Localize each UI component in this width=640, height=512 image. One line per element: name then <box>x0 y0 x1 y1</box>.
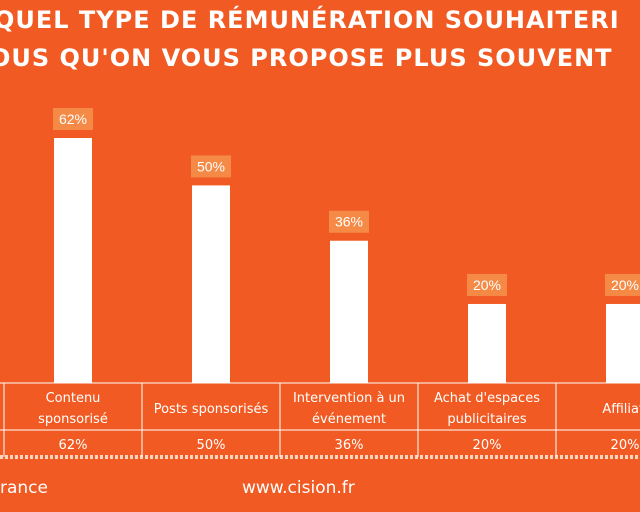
x-tick-label-1-line-1: Contenu <box>46 391 101 406</box>
bar-2 <box>192 185 230 383</box>
data-label-4: 20% <box>473 277 501 293</box>
x-tick-label-3-line-2: événement <box>312 412 386 427</box>
value-label-box-3 <box>329 210 369 233</box>
bar-4 <box>468 303 506 383</box>
data-label-5: 20% <box>611 277 639 293</box>
value-label-box-1 <box>53 108 93 130</box>
footer-website: www.cision.fr <box>242 478 355 498</box>
table-value-5: 20% <box>611 438 640 453</box>
table-value-1: 62% <box>59 438 88 453</box>
x-tick-label-1-line-2: sponsorisé <box>38 412 108 427</box>
bar-5 <box>606 303 640 383</box>
x-tick-label-5-line-1: Affiliati <box>602 402 640 417</box>
x-tick-label-2-line-1: Posts sponsorisés <box>154 402 269 417</box>
data-label-3: 36% <box>335 214 363 230</box>
table-value-3: 36% <box>335 438 364 453</box>
bar-1 <box>54 138 92 383</box>
value-label-box-2 <box>191 155 231 178</box>
footer-left-text: rance <box>0 478 48 498</box>
bar-3 <box>330 240 368 383</box>
x-tick-label-4-line-2: publicitaires <box>447 412 526 427</box>
chart-title-line-2: OUS QU'ON VOUS PROPOSE PLUS SOUVENT <box>0 44 613 72</box>
value-label-box-4 <box>467 273 507 296</box>
table-value-4: 20% <box>473 438 502 453</box>
chart-title-line-1: QUEL TYPE DE RÉMUNÉRATION SOUHAITERI <box>0 6 620 34</box>
table-value-2: 50% <box>197 438 226 453</box>
x-tick-label-3-line-1: Intervention à un <box>293 391 405 406</box>
data-label-1: 62% <box>59 111 87 127</box>
x-tick-label-4-line-1: Achat d'espaces <box>434 391 540 406</box>
value-label-box-5 <box>605 273 640 296</box>
data-label-2: 50% <box>197 158 225 174</box>
